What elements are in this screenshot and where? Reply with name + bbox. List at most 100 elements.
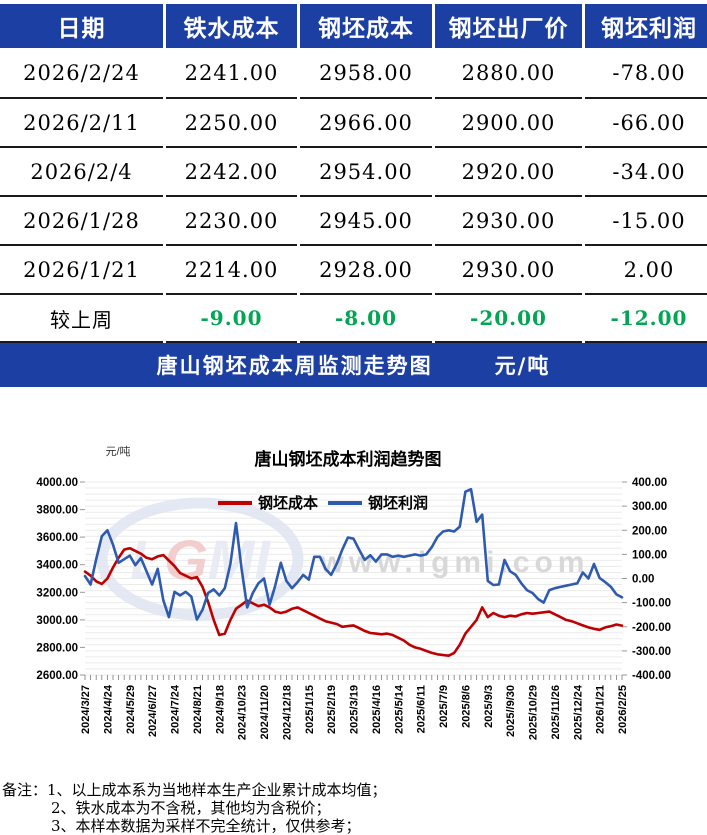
- svg-text:2600.00: 2600.00: [36, 670, 78, 682]
- svg-text:3600.00: 3600.00: [36, 532, 78, 544]
- svg-text:2024/3/27: 2024/3/27: [80, 685, 92, 734]
- date-cell: 2026/2/11: [0, 99, 163, 148]
- x-axis-labels: 2024/3/27 2024/4/24 2024/5/29 2024/6//27 202…: [80, 684, 629, 740]
- svg-text:-200.00: -200.00: [632, 622, 671, 634]
- chart-title: 唐山钢坯成本利润趋势图: [255, 449, 442, 469]
- cost-table: 日期 铁水成本 钢坯成本 钢坯出厂价 钢坯利润 2026/2/24 2241.00 2958…: [0, 0, 707, 343]
- value-cell: 2214.00: [166, 246, 297, 295]
- table-body: 2026/2/24 2241.00 2958.00 2880.00 -78.00 2026…: [0, 48, 707, 295]
- date-cell: 2026/1/28: [0, 197, 163, 246]
- url-watermark: www.lgmi.com: [320, 546, 590, 579]
- svg-text:2024/6//27: 2024/6//27: [147, 685, 159, 737]
- svg-text:2025/1/15: 2025/1/15: [304, 685, 316, 734]
- value-cell: 2.00: [585, 246, 707, 295]
- date-cell: 2026/1/21: [0, 246, 163, 295]
- value-cell: 2945.00: [300, 197, 432, 246]
- header-cell: 钢坯利润: [585, 4, 707, 48]
- note-line: 3、本样本数据为采样不完全统计，仅供参考；: [51, 817, 361, 835]
- svg-text:2025/6/11: 2025/6/11: [416, 685, 428, 733]
- svg-text:3800.00: 3800.00: [36, 505, 78, 517]
- delta-value: -20.00: [435, 295, 582, 343]
- value-cell: 2250.00: [166, 99, 297, 148]
- svg-text:2024/7/24: 2024/7/24: [170, 684, 182, 734]
- svg-text:3400.00: 3400.00: [36, 560, 78, 572]
- table-row: 2026/2/4 2242.00 2954.00 2920.00 -34.00: [0, 148, 707, 197]
- svg-text:2024/5/29: 2024/5/29: [125, 685, 137, 734]
- value-cell: 2241.00: [166, 48, 297, 99]
- banner-title: 唐山钢坯成本周监测走势图: [156, 353, 433, 378]
- svg-text:-400.00: -400.00: [632, 670, 671, 682]
- value-cell: 2954.00: [300, 148, 432, 197]
- svg-text:4000.00: 4000.00: [36, 477, 78, 489]
- value-cell: 2230.00: [166, 197, 297, 246]
- svg-text:2024/12/18: 2024/12/18: [281, 685, 293, 740]
- table-header-row: 日期 铁水成本 钢坯成本 钢坯出厂价 钢坯利润: [0, 4, 707, 48]
- svg-text:2024/10/23: 2024/10/23: [237, 685, 249, 740]
- value-cell: -15.00: [585, 197, 707, 246]
- footnotes: 备注：1、以上成本系为当地样本生产企业累计成本均值； 2、铁水成本为不含税，其他均…: [0, 775, 707, 835]
- svg-text:2025/3/19: 2025/3/19: [349, 685, 361, 734]
- svg-text:2025/5/14: 2025/5/14: [393, 684, 405, 734]
- svg-text:2025/2/19: 2025/2/19: [326, 685, 338, 734]
- svg-text:2025/8/6: 2025/8/6: [460, 685, 472, 728]
- svg-text:200.00: 200.00: [632, 525, 667, 537]
- trend-chart: LGMI www.lgmi.com 唐山钢坯成本利润趋势图 元/吨 钢坯成本 钢坯利…: [0, 387, 707, 775]
- svg-text:2025/7/9: 2025/7/9: [438, 685, 450, 728]
- svg-text:钢坯成本: 钢坯成本: [258, 494, 318, 512]
- value-cell: 2242.00: [166, 148, 297, 197]
- banner-unit: 元/吨: [494, 353, 551, 378]
- svg-text:2025/12/24: 2025/12/24: [572, 684, 584, 740]
- value-cell: 2930.00: [435, 197, 582, 246]
- svg-text:3200.00: 3200.00: [36, 587, 78, 599]
- header-cell: 铁水成本: [166, 4, 297, 48]
- svg-text:-100.00: -100.00: [632, 598, 671, 610]
- value-cell: 2930.00: [435, 246, 582, 295]
- date-cell: 2026/2/4: [0, 148, 163, 197]
- svg-text:2024/11/20: 2024/11/20: [259, 685, 271, 739]
- svg-text:钢坯利润: 钢坯利润: [368, 494, 428, 512]
- left-axis-labels: 4000.00 3800.00 3600.00 3400.00 3200.00 3000.…: [36, 477, 85, 682]
- series-cost-line: [83, 546, 624, 658]
- svg-text:300.00: 300.00: [632, 501, 667, 513]
- value-cell: 2880.00: [435, 48, 582, 99]
- x-axis-ticks: [84, 675, 623, 680]
- svg-text:2024/9/18: 2024/9/18: [214, 685, 226, 734]
- svg-text:0.00: 0.00: [632, 574, 654, 586]
- delta-value: -9.00: [166, 295, 297, 343]
- date-cell: 2026/2/24: [0, 48, 163, 99]
- value-cell: 2920.00: [435, 148, 582, 197]
- svg-text:400.00: 400.00: [632, 477, 667, 489]
- svg-text:2025//9/30: 2025//9/30: [505, 685, 517, 737]
- delta-value: -8.00: [300, 295, 432, 343]
- header-cell: 日期: [0, 4, 163, 48]
- svg-text:3000.00: 3000.00: [36, 615, 78, 627]
- value-cell: 2958.00: [300, 48, 432, 99]
- svg-text:2024/4/24: 2024/4/24: [102, 684, 114, 734]
- svg-text:-300.00: -300.00: [632, 646, 671, 658]
- note-line: 2、铁水成本为不含税，其他均为含税价；: [51, 799, 331, 817]
- chart-banner: 唐山钢坯成本周监测走势图 元/吨: [0, 343, 707, 387]
- table-row: 2026/2/11 2250.00 2966.00 2900.00 -66.00: [0, 99, 707, 148]
- svg-text:100.00: 100.00: [632, 549, 667, 561]
- svg-text:2025/10/29: 2025/10/29: [528, 685, 540, 740]
- svg-text:2025/9/3: 2025/9/3: [483, 685, 495, 728]
- svg-text:2025/4/16: 2025/4/16: [371, 685, 383, 734]
- note-line: 备注：1、以上成本系为当地样本生产企业累计成本均值；: [2, 781, 387, 799]
- delta-label: 较上周: [0, 295, 163, 343]
- right-axis-labels: 400.00 300.00 200.00 100.00 0.00 -100.00 -200.…: [622, 477, 671, 682]
- svg-text:2024/8/21: 2024/8/21: [192, 685, 204, 734]
- table-row: 2026/1/21 2214.00 2928.00 2930.00 2.00: [0, 246, 707, 295]
- value-cell: -66.00: [585, 99, 707, 148]
- value-cell: 2966.00: [300, 99, 432, 148]
- value-cell: 2900.00: [435, 99, 582, 148]
- svg-text:2025/11/26: 2025/11/26: [550, 685, 562, 739]
- delta-value: -12.00: [585, 295, 707, 343]
- chart-legend: 钢坯成本 钢坯利润: [218, 494, 428, 512]
- value-cell: 2928.00: [300, 246, 432, 295]
- header-cell: 钢坯成本: [300, 4, 432, 48]
- chart-unit-label: 元/吨: [105, 445, 130, 458]
- svg-text:2026/2/25: 2026/2/25: [617, 685, 629, 734]
- value-cell: -34.00: [585, 148, 707, 197]
